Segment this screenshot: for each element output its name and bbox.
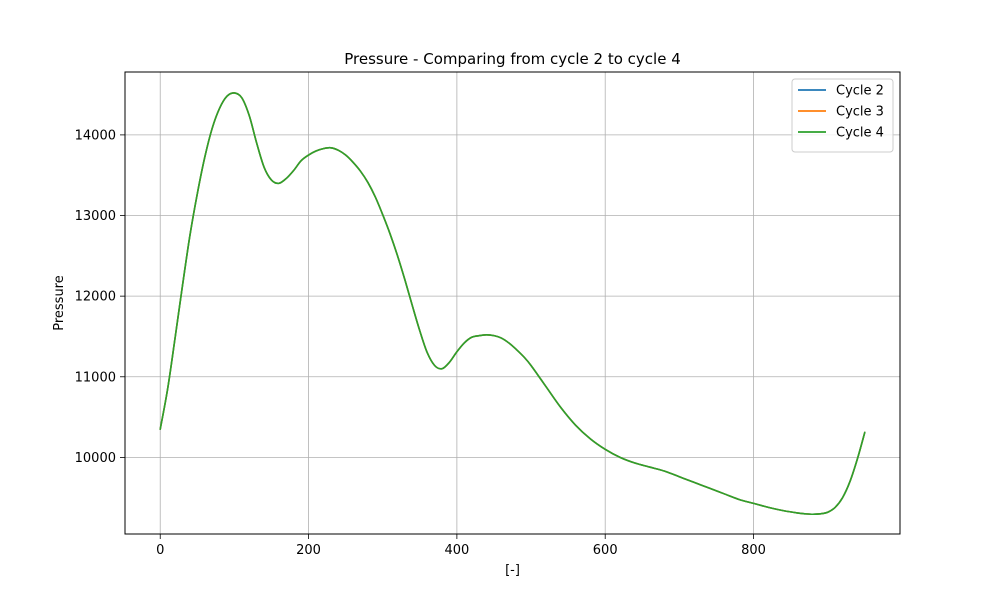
y-tick-label: 14000 bbox=[75, 128, 116, 143]
legend-label-cycle-3: Cycle 3 bbox=[836, 105, 884, 120]
axis-ticks: 0 200 400 600 800 10000 11000 12000 13000 14000 bbox=[75, 128, 766, 558]
legend-label-cycle-2: Cycle 2 bbox=[836, 84, 884, 99]
x-tick-label: 800 bbox=[741, 543, 766, 558]
plot-area bbox=[125, 72, 900, 534]
plot-frame bbox=[124, 71, 901, 535]
x-tick-label: 400 bbox=[444, 543, 469, 558]
y-tick-label: 13000 bbox=[75, 209, 116, 224]
grid bbox=[125, 72, 900, 534]
x-tick-label: 600 bbox=[593, 543, 618, 558]
y-tick-label: 11000 bbox=[75, 370, 116, 385]
series-line-cycle-4 bbox=[159, 92, 866, 516]
y-tick-label: 10000 bbox=[75, 451, 116, 466]
chart-title: Pressure - Comparing from cycle 2 to cyc… bbox=[344, 50, 681, 68]
x-tick-label: 0 bbox=[156, 543, 164, 558]
x-axis-label: [-] bbox=[505, 563, 520, 578]
legend: Cycle 2 Cycle 3 Cycle 4 bbox=[791, 78, 894, 153]
legend-box bbox=[791, 78, 894, 153]
series-lines bbox=[159, 92, 866, 516]
x-tick-label: 200 bbox=[296, 543, 321, 558]
legend-label-cycle-4: Cycle 4 bbox=[836, 126, 884, 141]
y-tick-label: 12000 bbox=[75, 290, 116, 305]
y-axis-label: Pressure bbox=[52, 275, 67, 331]
